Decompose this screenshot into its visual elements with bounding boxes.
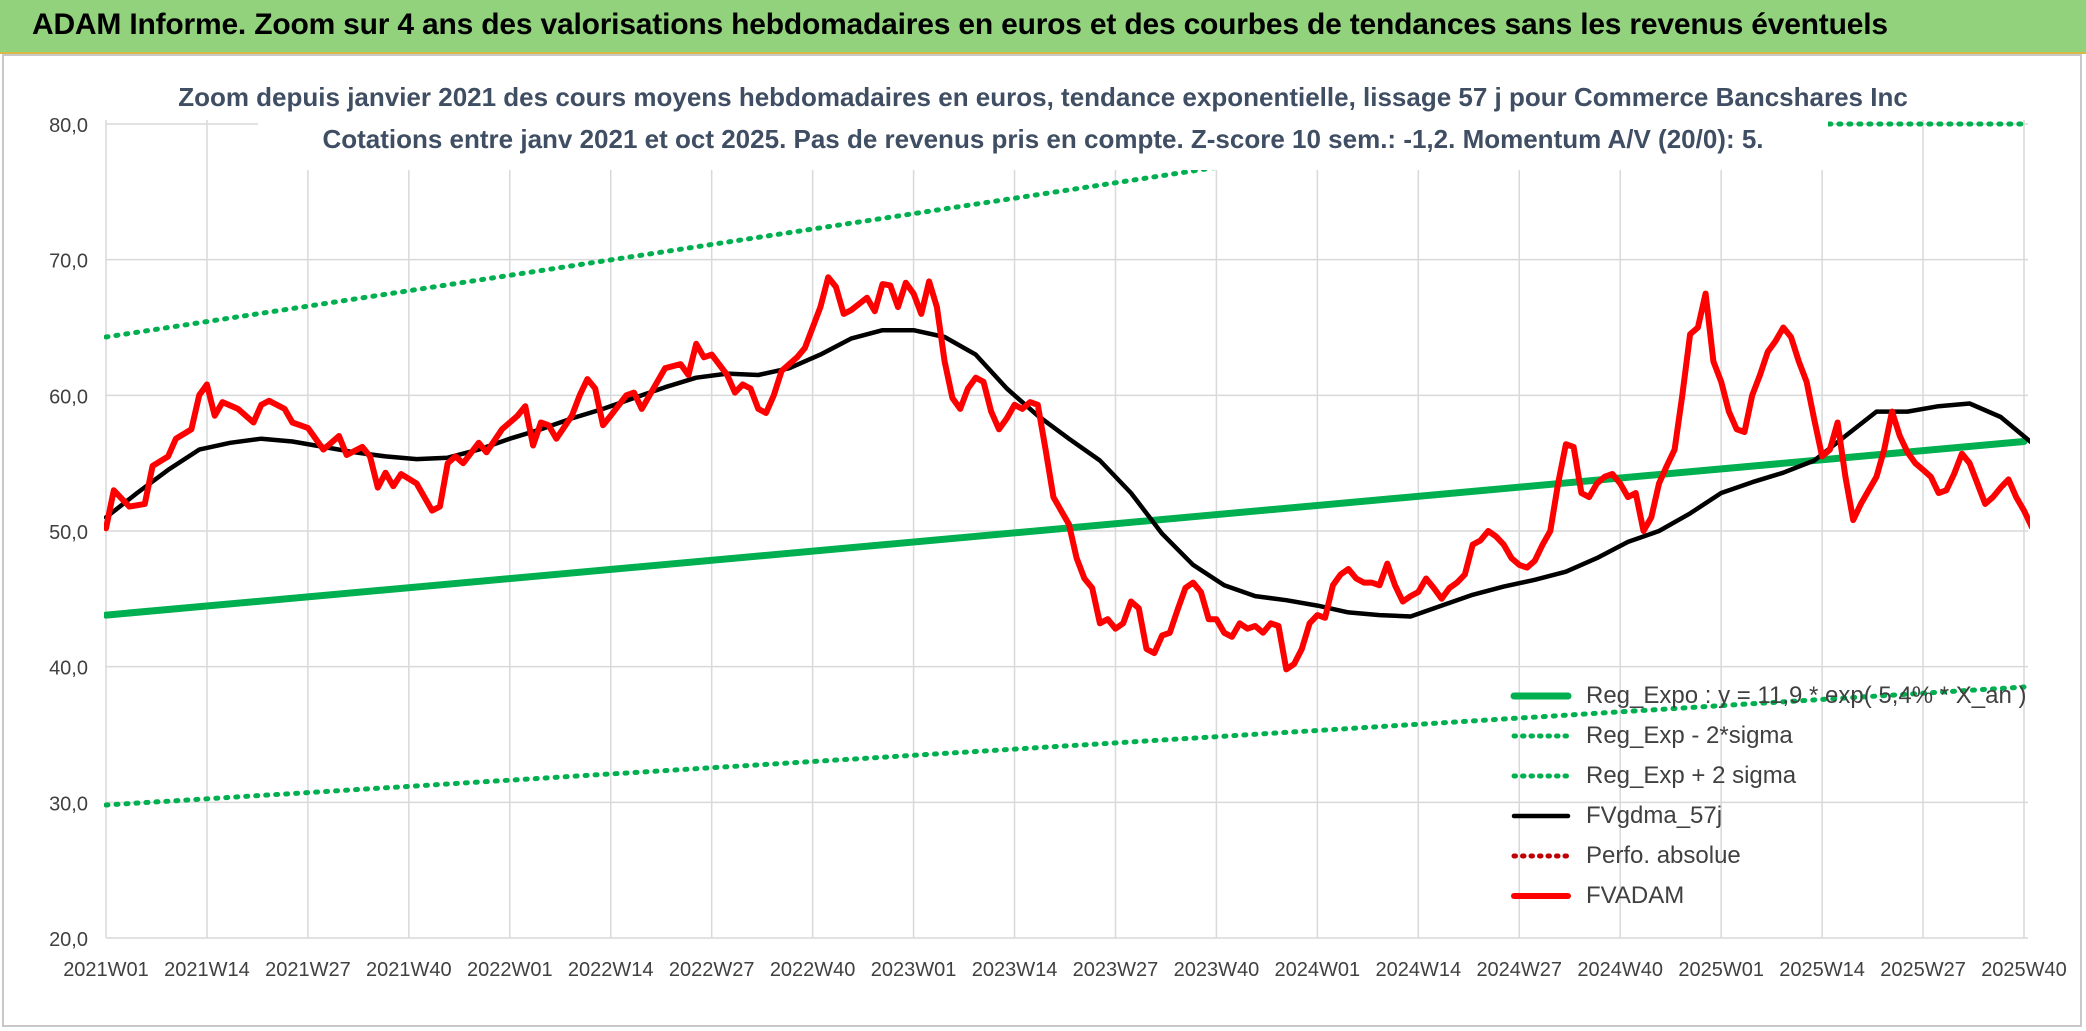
x-tick-label: 2024W27 (1476, 959, 1562, 981)
x-tick-label: 2022W27 (669, 959, 755, 981)
x-tick-label: 2025W40 (1981, 959, 2067, 981)
legend-item: Perfo. absolue (1510, 836, 2030, 876)
chart-subtitle: Cotations entre janv 2021 et oct 2025. P… (322, 124, 1764, 154)
legend-item: Reg_Expo : y = 11,9 * exp( 5,4% * X_an ) (1510, 676, 2030, 716)
legend-label: FVgdma_57j (1586, 802, 1723, 829)
x-tick-label: 2025W14 (1779, 959, 1865, 981)
chart-frame (2, 54, 2082, 1027)
legend-item: FVgdma_57j (1510, 796, 2030, 836)
series-line-reg_exp (104, 684, 2027, 808)
x-tick-label: 2023W27 (1073, 959, 1159, 981)
legend-label: FVADAM (1586, 882, 1685, 909)
y-tick-label: 20,0 (49, 929, 88, 951)
page-title: ADAM Informe. Zoom sur 4 ans des valoris… (32, 8, 1888, 41)
legend-item: Reg_Exp - 2*sigma (1510, 716, 2030, 756)
legend-item: FVADAM (1510, 876, 2030, 916)
x-tick-label: 2022W01 (467, 959, 553, 981)
title-backdrop (258, 78, 1828, 170)
x-tick-label: 2021W01 (63, 959, 149, 981)
x-tick-label: 2025W01 (1678, 959, 1764, 981)
legend-swatch (1510, 692, 1572, 700)
x-tick-label: 2021W27 (265, 959, 351, 981)
legend-label: Perfo. absolue (1586, 842, 1741, 869)
chart-legend: Reg_Expo : y = 11,9 * exp( 5,4% * X_an )… (1510, 676, 2030, 916)
legend-label: Reg_Exp + 2 sigma (1586, 762, 1797, 789)
series-line-reg_expo (104, 438, 2028, 619)
x-tick-label: 2023W40 (1174, 959, 1260, 981)
y-tick-label: 80,0 (49, 115, 88, 137)
x-tick-label: 2023W14 (972, 959, 1058, 981)
y-tick-label: 50,0 (49, 522, 88, 544)
y-tick-label: 60,0 (49, 386, 88, 408)
x-tick-label: 2024W40 (1577, 959, 1663, 981)
series-line-fvadam (104, 274, 2030, 673)
legend-swatch (1511, 733, 1571, 739)
legend-swatch (1511, 853, 1571, 859)
x-tick-label: 2024W01 (1275, 959, 1361, 981)
legend-swatch (1511, 893, 1571, 899)
legend-swatch (1511, 813, 1571, 819)
y-tick-label: 40,0 (49, 658, 88, 680)
y-tick-label: 30,0 (49, 793, 88, 815)
legend-swatch (1511, 773, 1571, 779)
x-tick-label: 2021W40 (366, 959, 452, 981)
x-tick-label: 2021W14 (164, 959, 250, 981)
chart-title: Zoom depuis janvier 2021 des cours moyen… (178, 82, 1908, 112)
header-banner: ADAM Informe. Zoom sur 4 ans des valoris… (0, 0, 2086, 54)
legend-item: Reg_Exp + 2 sigma (1510, 756, 2030, 796)
y-tick-label: 70,0 (49, 251, 88, 273)
series-group (104, 120, 2030, 808)
legend-label: Reg_Expo : y = 11,9 * exp( 5,4% * X_an ) (1586, 682, 2027, 709)
x-tick-label: 2022W14 (568, 959, 654, 981)
x-tick-label: 2024W14 (1376, 959, 1462, 981)
legend-label: Reg_Exp - 2*sigma (1586, 722, 1793, 749)
x-tick-label: 2022W40 (770, 959, 856, 981)
x-tick-label: 2025W27 (1880, 959, 1966, 981)
x-tick-label: 2023W01 (871, 959, 957, 981)
